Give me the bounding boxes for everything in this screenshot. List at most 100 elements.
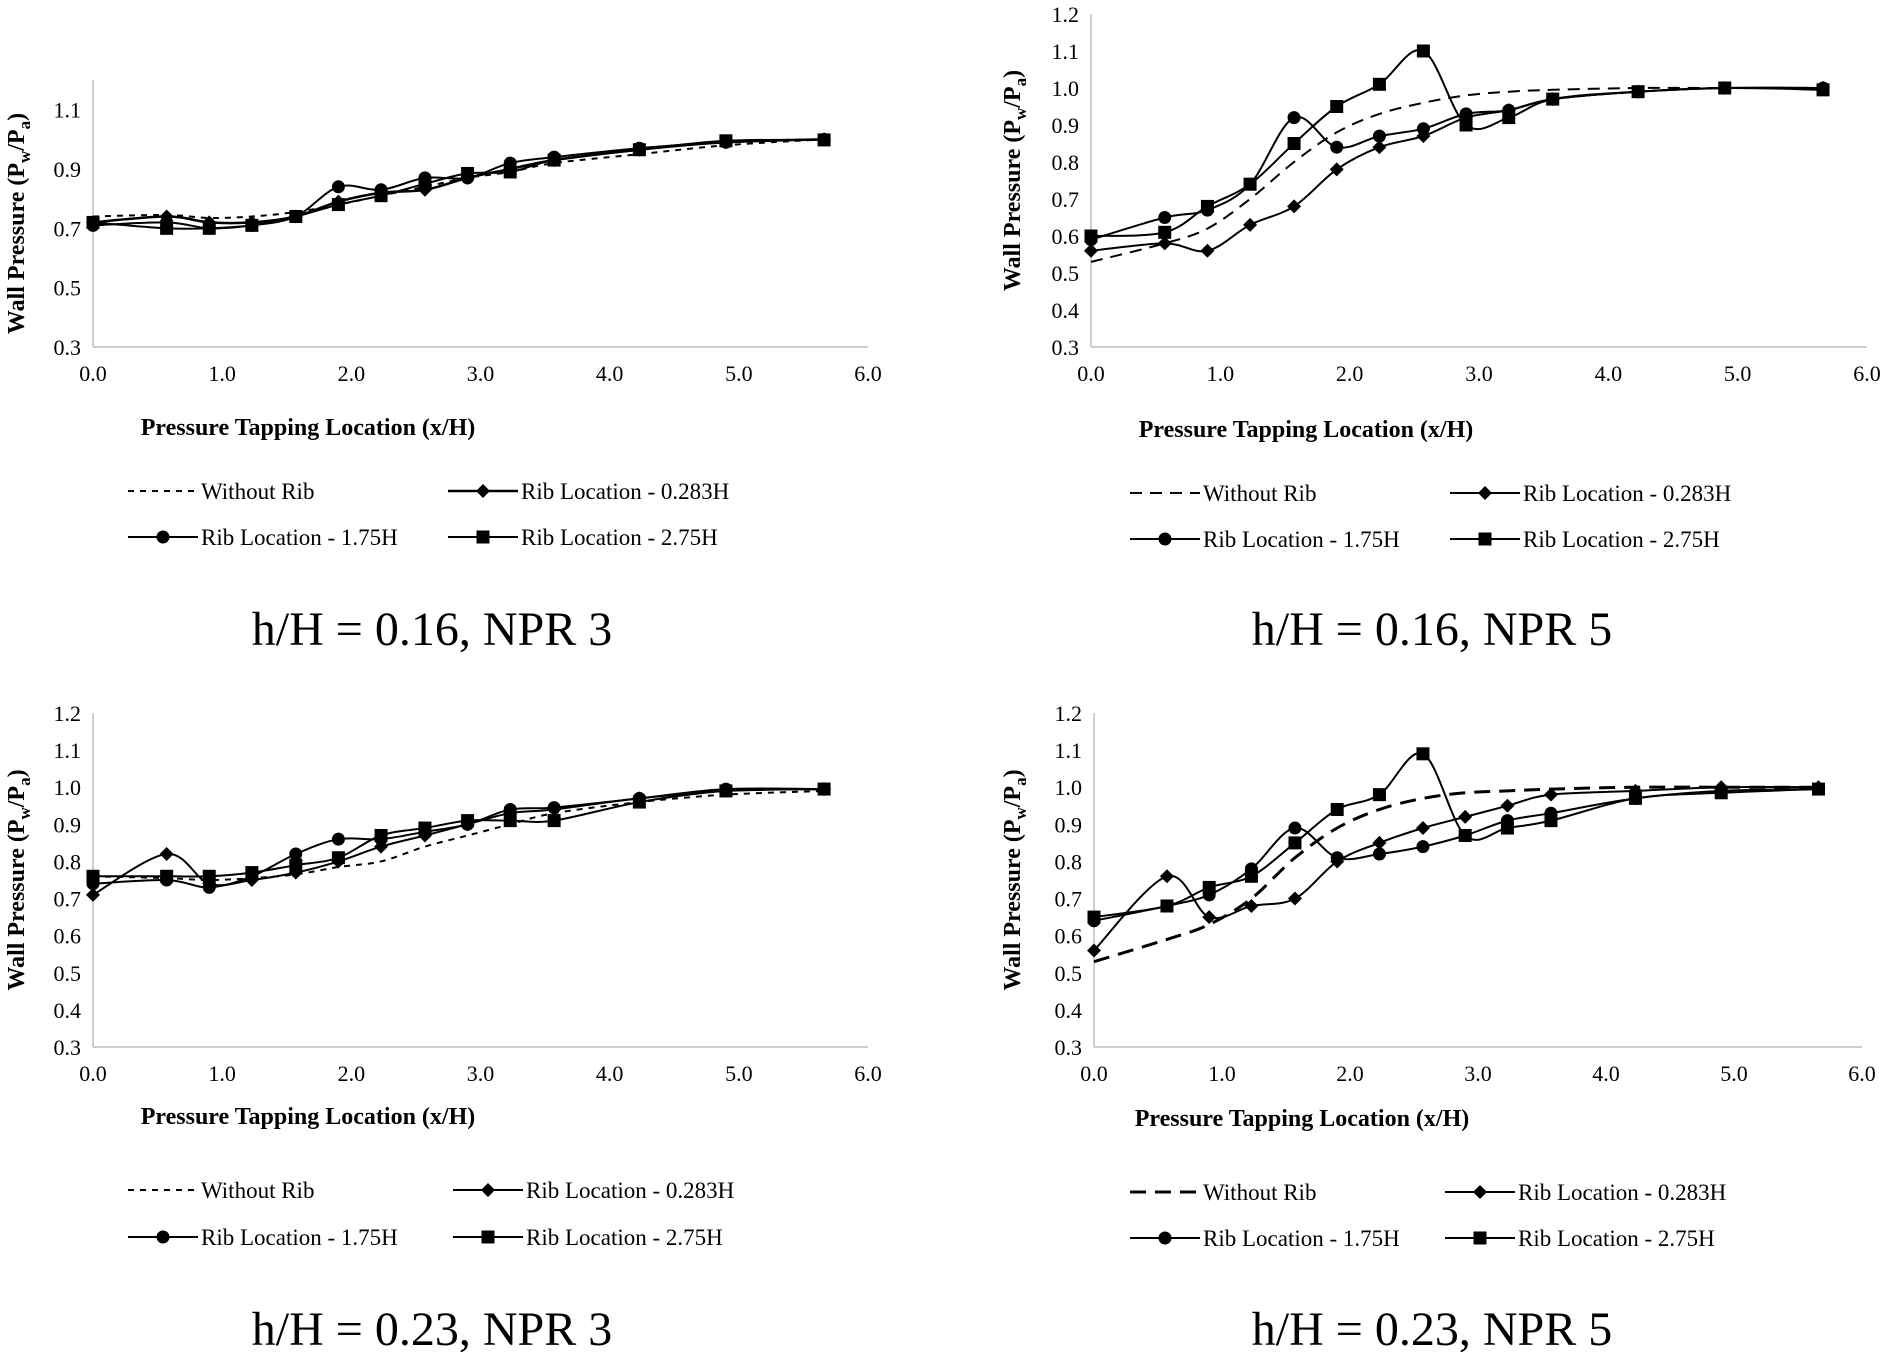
data-point (331, 180, 345, 194)
y-axis-title-sub-w: w (1011, 807, 1030, 820)
data-point (1416, 747, 1430, 761)
data-point (461, 814, 475, 828)
chart-panel-1: 0.0 1.0 2.0 3.0 4.0 5.0 6.0 0.3 0.5 0.7 0.9 1.1 Pres… (4, 80, 882, 656)
y-tick-label: 0.7 (54, 887, 82, 912)
legend-label: Rib Location - 0.283H (1518, 1180, 1726, 1205)
legend-marker (156, 1230, 170, 1244)
legend-item-rib-0283: Rib Location - 0.283H (1450, 481, 1731, 506)
data-point (1416, 122, 1430, 136)
y-axis-title-end: ) (4, 113, 30, 121)
data-point (1329, 162, 1344, 177)
legend-marker (1158, 532, 1172, 546)
data-point (1084, 243, 1098, 258)
legend-label: Rib Location - 0.283H (1523, 481, 1731, 506)
legend-item-without-rib: Without Rib (1130, 481, 1316, 506)
legend-marker (1473, 1185, 1487, 1199)
chart-caption: h/H = 0.23, NPR 5 (1252, 1303, 1612, 1356)
series-without-rib (1093, 785, 1819, 964)
x-tick-label: 4.0 (1595, 361, 1623, 386)
y-tick-label: 1.1 (54, 738, 82, 763)
legend-label: Rib Location - 2.75H (521, 525, 718, 550)
series-rib-275 (86, 782, 831, 883)
data-point (1244, 898, 1259, 913)
y-tick-label: 0.6 (54, 924, 82, 949)
y-tick-label: 0.3 (1055, 1035, 1083, 1060)
x-tick-label: 5.0 (725, 361, 753, 386)
x-tick-label: 5.0 (725, 1061, 753, 1086)
data-point (1202, 910, 1217, 925)
series-line (1093, 788, 1819, 922)
x-tick-label: 4.0 (596, 1061, 624, 1086)
x-tick-label: 0.0 (1077, 361, 1105, 386)
legend-label: Rib Location - 0.283H (526, 1178, 734, 1203)
data-point (86, 215, 100, 229)
x-tick-label: 1.0 (208, 1061, 236, 1086)
series-line (92, 138, 825, 230)
y-axis-title-mid: /P (1000, 86, 1026, 108)
data-point (1287, 137, 1301, 150)
x-tick-label: 2.0 (338, 1061, 366, 1086)
data-point (1158, 225, 1172, 239)
data-point (418, 821, 432, 835)
x-tick-label: 5.0 (1724, 361, 1752, 386)
data-point (1244, 869, 1258, 883)
data-point (1202, 880, 1216, 894)
chart-panel-2: 0.0 1.0 2.0 3.0 4.0 5.0 6.0 0.3 0.4 0.5 0.6 0.7 0.8 0… (1000, 2, 1881, 656)
y-tick-label: 0.5 (1055, 961, 1083, 986)
legend-item-rib-175: Rib Location - 1.75H (128, 525, 398, 550)
series-rib-275 (1084, 44, 1830, 243)
x-tick-label: 3.0 (467, 1061, 495, 1086)
y-tick-label: 0.8 (1055, 849, 1083, 874)
x-tick-label: 0.0 (79, 1061, 107, 1086)
x-axis-title: Pressure Tapping Location (x/H) (1139, 417, 1474, 443)
legend: Without Rib Rib Location - 0.283H Rib Loca… (1130, 481, 1731, 552)
y-tick-label: 0.7 (54, 216, 82, 241)
legend-marker (481, 1230, 495, 1244)
data-point (202, 869, 216, 883)
series-line (92, 788, 825, 896)
y-tick-label: 0.3 (54, 1035, 82, 1060)
chart-caption: h/H = 0.23, NPR 3 (252, 1303, 612, 1356)
data-point (1157, 236, 1172, 251)
series-rib-275 (1087, 747, 1825, 924)
legend-item-rib-175: Rib Location - 1.75H (1130, 527, 1400, 552)
y-tick-label: 0.9 (54, 157, 82, 182)
legend-label: Rib Location - 2.75H (526, 1225, 723, 1250)
data-point (1372, 835, 1387, 850)
legend-label: Rib Location - 1.75H (201, 525, 398, 550)
y-tick-label: 1.2 (54, 701, 82, 726)
y-axis-title-main: Wall Pressure (P (1000, 820, 1026, 991)
data-point (1288, 821, 1302, 835)
y-axis-title-end: ) (1000, 70, 1026, 78)
y-tick-label: 0.9 (1052, 113, 1080, 138)
y-tick-label: 0.6 (1055, 924, 1083, 949)
series-rib-0283 (86, 132, 832, 230)
y-axis-title: Wall Pressure (Pw/Pa) (1000, 769, 1030, 990)
x-axis-title: Pressure Tapping Location (x/H) (141, 415, 476, 441)
data-point (719, 784, 733, 798)
legend-label: Rib Location - 0.283H (521, 479, 729, 504)
data-point (1502, 111, 1516, 125)
y-axis-title: Wall Pressure (Pw/Pa) (1000, 70, 1030, 291)
y-tick-label: 1.0 (1055, 775, 1083, 800)
data-point (1816, 83, 1830, 97)
y-tick-label: 0.9 (1055, 812, 1083, 837)
y-axis-title-sub-a: a (15, 777, 34, 786)
data-point (1458, 828, 1472, 842)
legend-label: Rib Location - 1.75H (201, 1225, 398, 1250)
x-tick-label: 0.0 (1080, 1061, 1108, 1086)
series-rib-0283 (1084, 81, 1831, 258)
x-axis-title: Pressure Tapping Location (x/H) (141, 1104, 476, 1130)
data-point (1160, 899, 1174, 913)
series-rib-175 (1084, 81, 1830, 247)
legend-label: Without Rib (201, 479, 314, 504)
data-point (503, 165, 517, 179)
x-tick-label: 2.0 (1336, 361, 1364, 386)
legend-marker (1478, 532, 1492, 546)
series-line (1090, 86, 1824, 241)
series-line (1090, 49, 1824, 237)
data-point (289, 209, 303, 223)
data-point (1458, 809, 1473, 824)
data-point (1714, 786, 1728, 800)
data-point (331, 198, 345, 212)
